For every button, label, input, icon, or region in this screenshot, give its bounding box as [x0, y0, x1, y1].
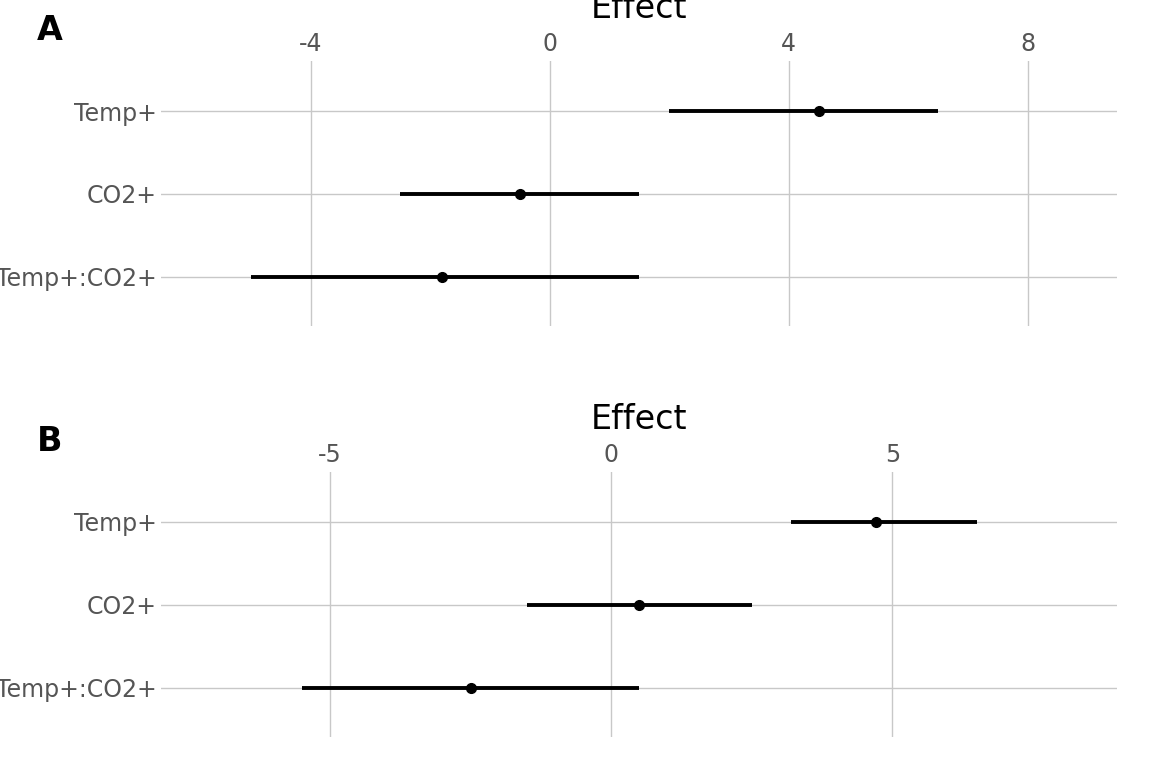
Text: B: B	[37, 425, 62, 458]
X-axis label: Effect: Effect	[591, 402, 688, 435]
Text: A: A	[37, 14, 63, 47]
X-axis label: Effect: Effect	[591, 0, 688, 25]
